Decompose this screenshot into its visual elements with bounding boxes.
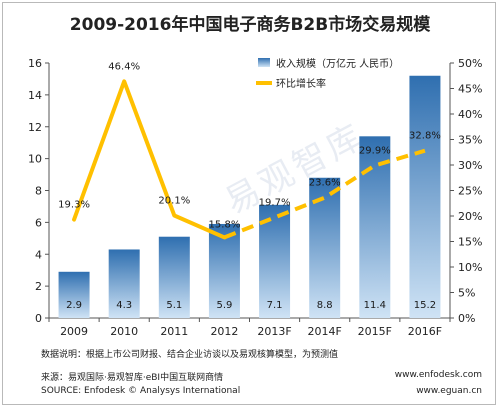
bar	[58, 271, 90, 318]
right-axis: 0% 5% 10% 15% 20% 25% 30% 35% 40% 45% 50%	[449, 57, 482, 325]
right-tick-label: 15%	[458, 236, 482, 249]
line-value-label: 19.7%	[259, 198, 291, 209]
url-eguan: www.eguan.cn	[416, 386, 482, 396]
chart-title: 2009-2016年中国电子商务B2B市场交易规模	[69, 15, 431, 35]
legend-bar-swatch	[258, 58, 270, 67]
left-tick-label: 12	[28, 121, 42, 134]
bar-value-label: 4.3	[116, 300, 132, 311]
right-tick-label: 25%	[458, 185, 482, 198]
bar	[158, 236, 190, 318]
right-tick-label: 40%	[458, 108, 482, 121]
x-tick-label: 2009	[60, 325, 88, 338]
left-tick-label: 2	[35, 280, 42, 293]
bar-value-label: 15.2	[414, 300, 436, 311]
bar-value-label: 5.9	[216, 300, 232, 311]
right-tick-label: 10%	[458, 261, 482, 274]
legend-bar-label: 收入规模（万亿元 人民币）	[276, 57, 399, 70]
bar	[309, 177, 341, 318]
x-tick-label: 2013F	[257, 325, 291, 338]
bar-series: 2.9 4.3 5.1 5.9 7.1 8.8 11.4 15.2	[58, 75, 441, 318]
right-tick-label: 5%	[458, 287, 475, 300]
url-enfodesk: www.enfodesk.com	[394, 370, 482, 380]
line-value-label: 23.6%	[309, 178, 341, 189]
x-tick-label: 2016F	[408, 325, 442, 338]
line-value-label: 20.1%	[158, 195, 190, 206]
x-tick-label: 2011	[160, 325, 188, 338]
bar-value-label: 2.9	[66, 300, 82, 311]
left-tick-label: 6	[35, 216, 42, 229]
bar	[409, 75, 441, 318]
left-tick-label: 10	[28, 153, 42, 166]
left-tick-label: 16	[28, 57, 42, 70]
data-note: 数据说明：根据上市公司财报、结合企业访谈以及易观核算模型，为预测值	[41, 350, 339, 360]
line-value-label: 32.8%	[409, 131, 441, 142]
line-value-label: 19.3%	[58, 200, 90, 211]
bar	[359, 136, 391, 318]
legend-line-label: 环比增长率	[276, 77, 326, 90]
left-axis: 0 2 4 6 8 10 12 14 16	[28, 57, 450, 325]
bar	[208, 223, 240, 318]
right-tick-label: 20%	[458, 210, 482, 223]
bar	[108, 249, 140, 318]
left-tick-label: 8	[35, 185, 42, 198]
bar-value-label: 5.1	[166, 300, 182, 311]
line-value-label: 15.8%	[209, 219, 241, 230]
x-axis: 2009 2010 2011 2012 2013F 2014F 2015F 2016F	[48, 318, 451, 338]
x-tick-label: 2010	[110, 325, 138, 338]
source-cn: 来源：易观国际·易观智库·eBI中国互联网商情	[41, 373, 224, 383]
bar-value-label: 11.4	[364, 300, 386, 311]
right-tick-label: 45%	[458, 83, 482, 96]
x-tick-label: 2015F	[358, 325, 392, 338]
left-tick-label: 0	[35, 312, 42, 325]
right-tick-label: 0%	[458, 312, 475, 325]
line-value-label: 46.4%	[108, 61, 140, 72]
left-tick-label: 14	[28, 89, 42, 102]
source-en: SOURCE: Enfodesk © Analysys Internationa…	[41, 386, 241, 396]
growth-line-actual	[72, 79, 227, 240]
x-tick-label: 2012	[210, 325, 238, 338]
bar-value-label: 7.1	[267, 300, 283, 311]
left-tick-label: 4	[35, 248, 42, 261]
growth-line-series: 19.3% 46.4% 20.1% 15.8% 19.7% 23.6% 29.9% 32.8%	[58, 61, 441, 240]
right-tick-label: 30%	[458, 159, 482, 172]
bar-value-label: 8.8	[317, 300, 333, 311]
right-tick-label: 50%	[458, 57, 482, 70]
line-value-label: 29.9%	[359, 146, 391, 157]
legend: 收入规模（万亿元 人民币） 环比增长率	[256, 57, 399, 90]
x-tick-label: 2014F	[308, 325, 342, 338]
right-tick-label: 35%	[458, 134, 482, 147]
